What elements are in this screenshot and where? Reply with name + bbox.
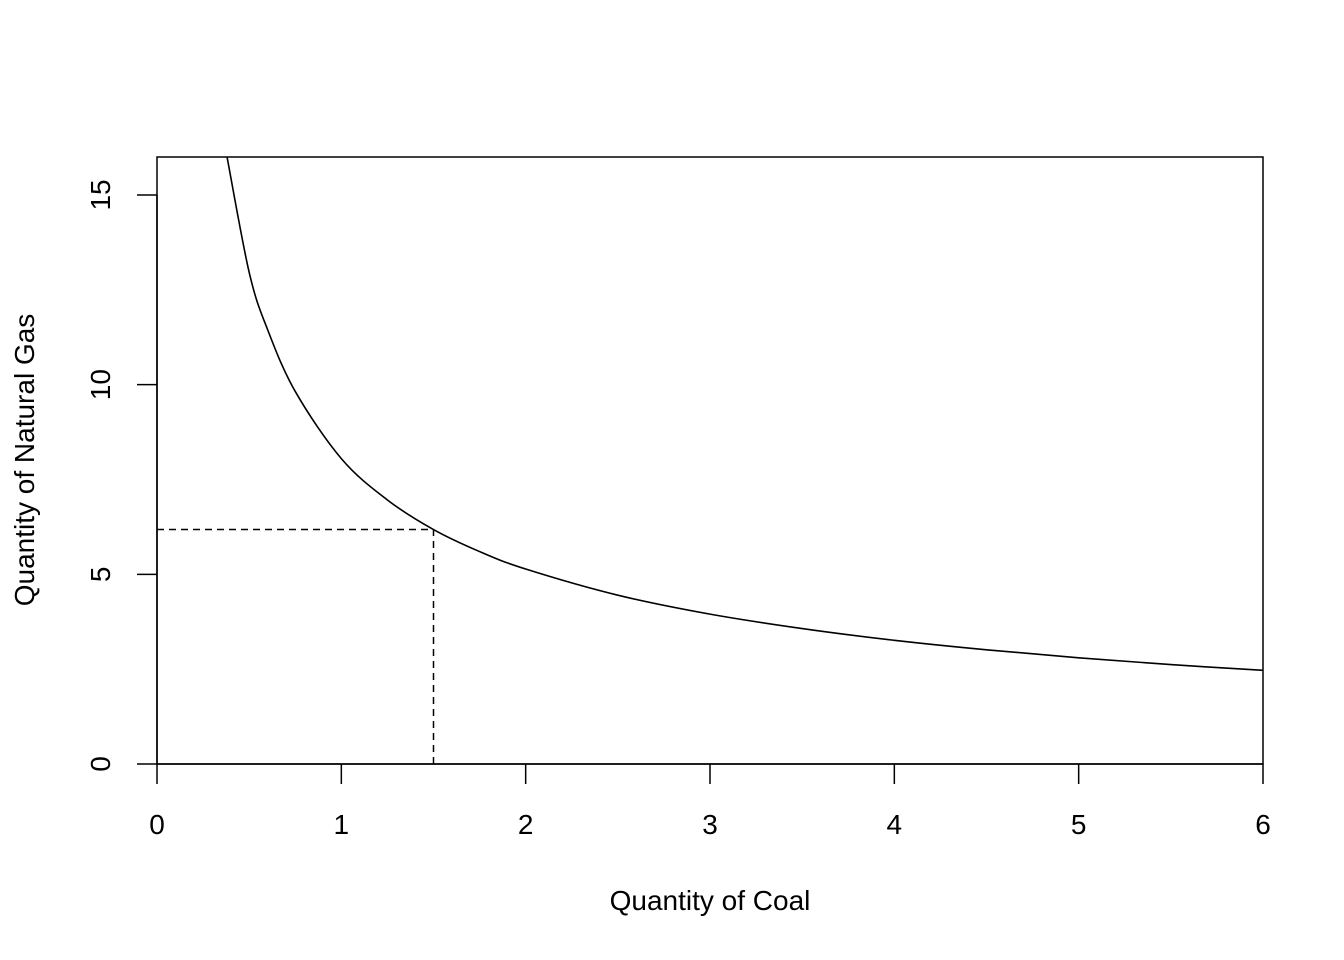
y-tick-label: 10 bbox=[85, 369, 116, 400]
x-tick-label: 1 bbox=[334, 809, 350, 840]
x-tick-label: 6 bbox=[1255, 809, 1271, 840]
y-axis-label: Quantity of Natural Gas bbox=[9, 314, 40, 607]
x-tick-label: 0 bbox=[149, 809, 165, 840]
series-line bbox=[226, 157, 1263, 672]
y-tick-label: 5 bbox=[85, 567, 116, 583]
x-tick-label: 2 bbox=[518, 809, 534, 840]
plot-frame bbox=[156, 156, 1264, 765]
x-axis: 0 1 2 3 4 5 6 bbox=[149, 763, 1271, 840]
x-tick-label: 3 bbox=[702, 809, 718, 840]
x-tick-label: 5 bbox=[1071, 809, 1087, 840]
y-axis: 0 5 10 15 bbox=[85, 179, 158, 772]
plot-area bbox=[157, 157, 1263, 764]
y-tick-label: 15 bbox=[85, 179, 116, 210]
y-tick-label: 0 bbox=[85, 756, 116, 772]
x-axis-label: Quantity of Coal bbox=[610, 885, 811, 916]
x-tick-label: 4 bbox=[887, 809, 903, 840]
